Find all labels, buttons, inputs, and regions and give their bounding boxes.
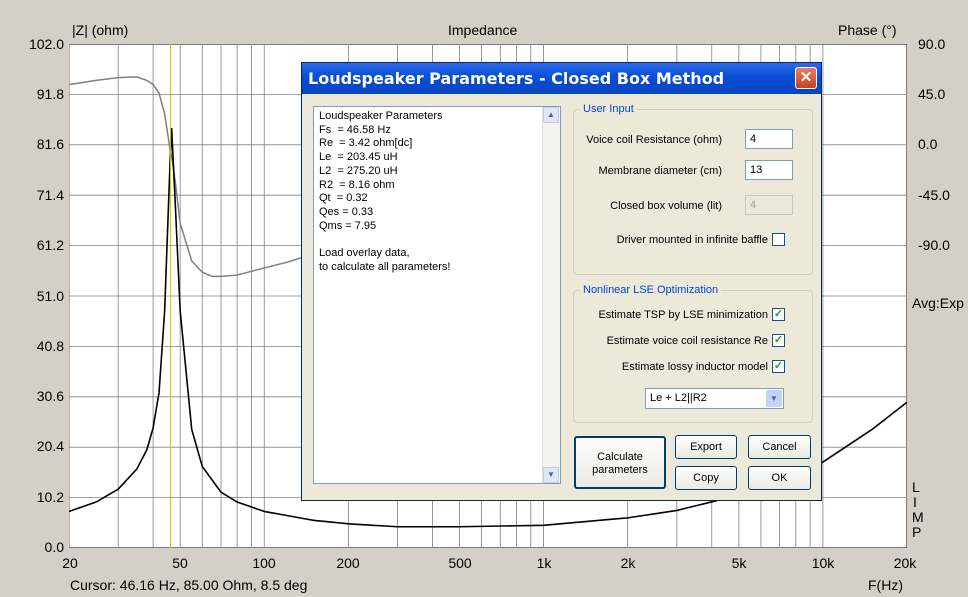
chevron-down-icon[interactable]: ▼ [766, 390, 782, 407]
x-tick: 10k [811, 555, 835, 571]
left-tick: 71.4 [36, 187, 64, 203]
left-tick: 81.6 [36, 136, 64, 152]
lse-option-3-label: Estimate lossy inductor model [621, 361, 768, 373]
x-tick: 20 [62, 555, 78, 571]
ok-button[interactable]: OK [748, 466, 811, 490]
x-tick: 500 [448, 555, 472, 571]
lse-option-2-label: Estimate voice coil resistance Re [606, 335, 768, 347]
close-icon[interactable]: ✕ [795, 67, 817, 89]
left-tick: 20.4 [36, 438, 64, 454]
scroll-up-icon[interactable]: ▲ [543, 107, 559, 123]
phase-curve [69, 76, 398, 278]
membrane-diameter-input[interactable]: 13 [745, 160, 793, 180]
lse-option-1-label: Estimate TSP by LSE minimization [598, 309, 768, 321]
left-tick: 61.2 [36, 237, 64, 253]
inductor-model-value: Le + L2||R2 [650, 392, 707, 404]
graph-title: Impedance [448, 22, 518, 38]
calculate-parameters-button[interactable]: Calculate parameters [574, 436, 666, 489]
right-tick: 45.0 [918, 86, 946, 102]
voice-coil-input[interactable]: 4 [745, 129, 793, 149]
user-input-legend: User Input [583, 103, 634, 115]
x-axis-label: F(Hz) [868, 577, 903, 593]
cursor-readout: Cursor: 46.16 Hz, 85.00 Ohm, 8.5 deg [70, 577, 308, 593]
lse-option-3-checkbox[interactable]: ✓ [772, 360, 785, 373]
infinite-baffle-checkbox[interactable] [772, 233, 785, 246]
cancel-button[interactable]: Cancel [748, 435, 811, 459]
x-tick: 1k [536, 555, 552, 571]
x-tick: 2k [620, 555, 636, 571]
lse-optimization-legend: Nonlinear LSE Optimization [583, 284, 719, 296]
dialog-title[interactable]: Loudspeaker Parameters - Closed Box Meth… [302, 63, 821, 94]
inductor-model-select[interactable]: Le + L2||R2 ▼ [645, 388, 784, 409]
impedance-magnitude-curve [69, 127, 907, 528]
box-volume-label: Closed box volume (lit) [610, 200, 722, 212]
calculate-button-label: Calculate parameters [592, 451, 648, 476]
side-letter: I [913, 494, 917, 510]
copy-button[interactable]: Copy [675, 466, 737, 490]
voice-coil-label: Voice coil Resistance (ohm) [586, 134, 722, 146]
side-letter: L [912, 479, 920, 495]
right-tick: 90.0 [918, 36, 946, 52]
infinite-baffle-label: Driver mounted in infinite baffle [616, 234, 768, 246]
left-tick: 51.0 [36, 288, 64, 304]
membrane-diameter-label: Membrane diameter (cm) [598, 165, 722, 177]
x-tick: 50 [172, 555, 188, 571]
loudspeaker-parameters-dialog: Loudspeaker Parameters - Closed Box Meth… [301, 62, 822, 501]
averaging-label: Avg:Exp [912, 295, 964, 311]
report-scrollbar[interactable]: ▲ ▼ [542, 107, 560, 483]
x-tick: 200 [336, 555, 360, 571]
side-letter: M [912, 509, 924, 525]
x-tick: 100 [252, 555, 276, 571]
lse-optimization-group: Nonlinear LSE Optimization [573, 284, 813, 423]
left-tick: 91.8 [36, 86, 64, 102]
left-tick: 40.8 [36, 338, 64, 354]
lse-option-2-checkbox[interactable]: ✓ [772, 334, 785, 347]
left-axis-title: |Z| (ohm) [72, 22, 129, 38]
left-tick: 10.2 [36, 489, 64, 505]
left-tick: 102.0 [28, 36, 64, 52]
right-tick: -90.0 [918, 237, 950, 253]
left-tick: 0.0 [44, 539, 64, 555]
left-tick: 30.6 [36, 388, 64, 404]
report-text: Loudspeaker Parameters Fs = 46.58 Hz Re … [319, 110, 451, 273]
report-textbox[interactable]: Loudspeaker Parameters Fs = 46.58 Hz Re … [313, 106, 561, 484]
scroll-down-icon[interactable]: ▼ [543, 467, 559, 483]
x-tick: 20k [893, 555, 917, 571]
right-tick: -45.0 [918, 187, 950, 203]
side-letter: P [912, 524, 922, 540]
user-input-group: User Input [573, 103, 813, 275]
lse-option-1-checkbox[interactable]: ✓ [772, 308, 785, 321]
export-button[interactable]: Export [675, 435, 737, 459]
right-tick: 0.0 [918, 136, 938, 152]
x-tick: 5k [731, 555, 747, 571]
right-axis-title: Phase (°) [838, 22, 897, 38]
box-volume-input: 4 [745, 195, 793, 215]
